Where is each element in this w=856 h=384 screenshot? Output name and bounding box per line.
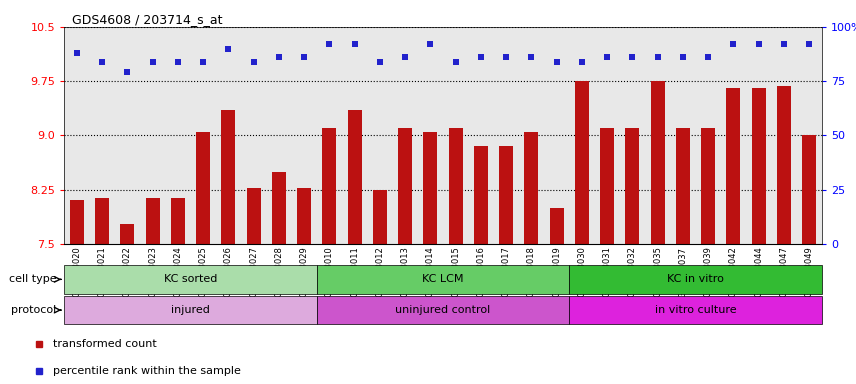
Bar (449, 128, 462, 244)
Bar (70, 200, 84, 244)
Bar (626, 128, 639, 244)
Bar (121, 223, 134, 244)
Point (247, 58, 260, 65)
Bar (701, 128, 715, 244)
Bar (569, 296, 822, 324)
Point (95, 58, 109, 65)
Point (323, 41, 336, 47)
Point (777, 41, 791, 47)
Bar (651, 81, 664, 244)
Text: KC sorted: KC sorted (163, 274, 217, 285)
Bar (272, 172, 286, 244)
Point (424, 41, 437, 47)
Bar (752, 88, 765, 244)
Bar (323, 128, 336, 244)
Bar (297, 188, 311, 244)
Point (272, 54, 286, 60)
Text: injured: injured (171, 305, 210, 315)
Bar (222, 110, 235, 244)
Bar (550, 208, 563, 244)
Point (222, 46, 235, 52)
Bar (600, 128, 614, 244)
Point (626, 54, 639, 60)
Bar (317, 265, 569, 294)
Bar (802, 136, 816, 244)
Point (701, 54, 715, 60)
Bar (525, 132, 538, 244)
Point (752, 41, 765, 47)
Text: transformed count: transformed count (53, 339, 157, 349)
Point (348, 41, 361, 47)
Bar (348, 110, 361, 244)
Point (575, 58, 589, 65)
Bar (247, 188, 260, 244)
Bar (64, 296, 317, 324)
Point (651, 54, 664, 60)
Text: uninjured control: uninjured control (395, 305, 490, 315)
Bar (777, 86, 791, 244)
Point (550, 58, 563, 65)
Bar (64, 265, 317, 294)
Bar (146, 198, 159, 244)
Text: KC LCM: KC LCM (422, 274, 464, 285)
Text: cell type: cell type (9, 274, 56, 285)
Bar (317, 296, 569, 324)
Point (499, 54, 513, 60)
Text: percentile rank within the sample: percentile rank within the sample (53, 366, 241, 376)
Point (525, 54, 538, 60)
Point (449, 58, 462, 65)
Bar (196, 132, 210, 244)
Point (727, 41, 740, 47)
Bar (676, 128, 690, 244)
Bar (171, 198, 185, 244)
Text: in vitro culture: in vitro culture (655, 305, 736, 315)
Point (600, 54, 614, 60)
Text: protocol: protocol (11, 305, 56, 315)
Bar (424, 132, 437, 244)
Bar (474, 146, 488, 244)
Point (121, 70, 134, 76)
Point (146, 58, 159, 65)
Text: KC in vitro: KC in vitro (667, 274, 724, 285)
Bar (569, 265, 822, 294)
Bar (575, 81, 589, 244)
Point (676, 54, 690, 60)
Bar (373, 190, 387, 244)
Point (70, 50, 84, 56)
Point (474, 54, 488, 60)
Text: GDS4608 / 203714_s_at: GDS4608 / 203714_s_at (72, 13, 223, 26)
Point (802, 41, 816, 47)
Bar (727, 88, 740, 244)
Point (171, 58, 185, 65)
Point (373, 58, 387, 65)
Point (297, 54, 311, 60)
Bar (95, 198, 109, 244)
Point (398, 54, 412, 60)
Bar (398, 128, 412, 244)
Bar (499, 146, 513, 244)
Point (196, 58, 210, 65)
